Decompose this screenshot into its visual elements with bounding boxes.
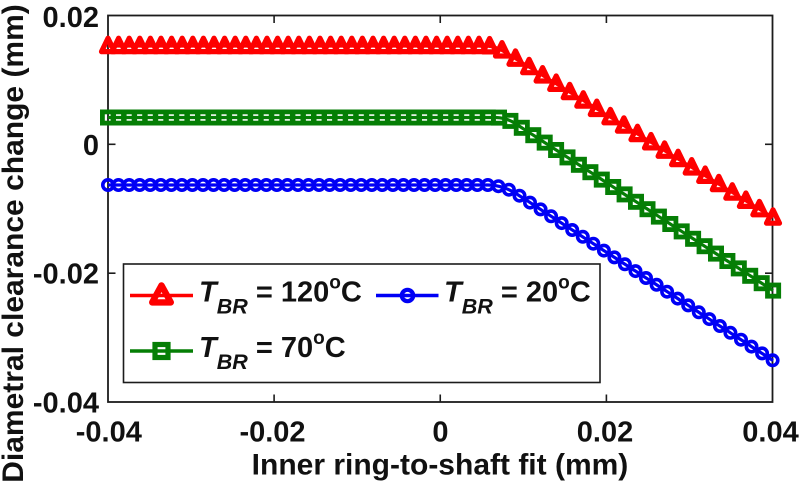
svg-text:-0.02: -0.02 <box>239 417 305 449</box>
svg-text:TBR = 120oC: TBR = 120oC <box>199 273 362 319</box>
svg-text:-0.02: -0.02 <box>33 259 99 291</box>
svg-text:0.02: 0.02 <box>577 417 633 449</box>
svg-text:-0.04: -0.04 <box>33 388 99 420</box>
svg-text:Inner ring-to-shaft fit (mm): Inner ring-to-shaft fit (mm) <box>252 449 629 482</box>
svg-text:0: 0 <box>432 417 448 449</box>
svg-text:0.04: 0.04 <box>742 417 798 449</box>
svg-text:0: 0 <box>83 130 99 162</box>
svg-text:TBR = 70oC: TBR = 70oC <box>199 328 346 374</box>
svg-text:TBR = 20oC: TBR = 20oC <box>444 273 591 319</box>
svg-text:Diametral clearance change (mm: Diametral clearance change (mm) <box>0 4 30 483</box>
svg-text:0.02: 0.02 <box>43 2 99 34</box>
svg-text:-0.04: -0.04 <box>76 417 142 449</box>
